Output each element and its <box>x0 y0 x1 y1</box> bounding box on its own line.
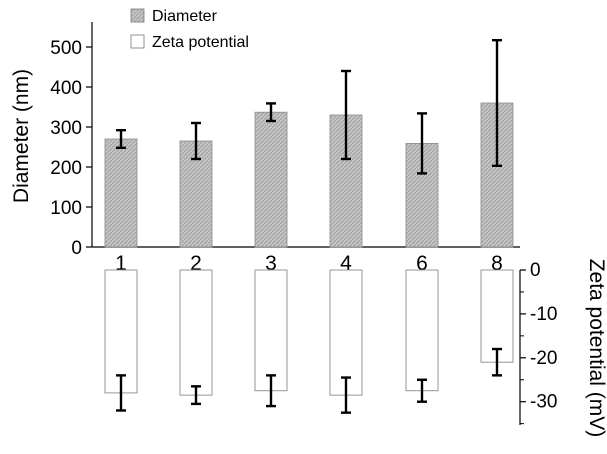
category-labels: 1 2 3 4 6 8 <box>115 252 503 275</box>
diameter-y-tick-label: 0 <box>71 238 82 259</box>
diameter-bar <box>104 138 138 248</box>
zeta-y-axis-title: Zeta potential (mV) <box>585 259 607 438</box>
diameter-y-tick-label: 400 <box>50 78 82 99</box>
diameter-y-tick-label: 200 <box>50 158 82 179</box>
zeta-y-ticks: 0 -10 -20 -30 <box>520 260 557 425</box>
diameter-bar <box>254 111 288 248</box>
zeta-bar <box>405 269 439 392</box>
diameter-bars <box>104 39 514 248</box>
legend: Diameter Zeta potential <box>130 8 249 51</box>
legend-label-zeta: Zeta potential <box>152 34 249 51</box>
diameter-y-tick-label: 300 <box>50 118 82 139</box>
zeta-bar <box>104 269 138 394</box>
category-label: 4 <box>340 252 352 275</box>
zeta-y-tick-label: -30 <box>530 392 557 413</box>
zeta-y-tick-label: 0 <box>530 260 541 281</box>
diameter-y-tick-label: 500 <box>50 38 82 59</box>
zeta-bar <box>480 269 514 363</box>
legend-swatch-zeta <box>130 34 145 49</box>
zeta-bars <box>104 269 514 414</box>
zeta-y-tick-label: -10 <box>530 304 557 325</box>
zeta-y-tick-label: -20 <box>530 348 557 369</box>
category-label: 8 <box>491 252 503 275</box>
category-label: 3 <box>265 252 277 275</box>
legend-swatch-diameter <box>130 8 145 23</box>
legend-label-diameter: Diameter <box>152 8 218 25</box>
zeta-bar <box>179 269 213 396</box>
category-label: 1 <box>115 252 127 275</box>
category-label: 2 <box>190 252 202 275</box>
category-label: 6 <box>416 252 428 275</box>
zeta-bar <box>329 269 363 396</box>
diameter-y-tick-label: 100 <box>50 198 82 219</box>
zeta-bar <box>254 269 288 392</box>
diameter-y-ticks: 0 100 200 300 400 500 <box>50 38 92 259</box>
diameter-y-axis-title: Diameter (nm) <box>10 69 33 203</box>
